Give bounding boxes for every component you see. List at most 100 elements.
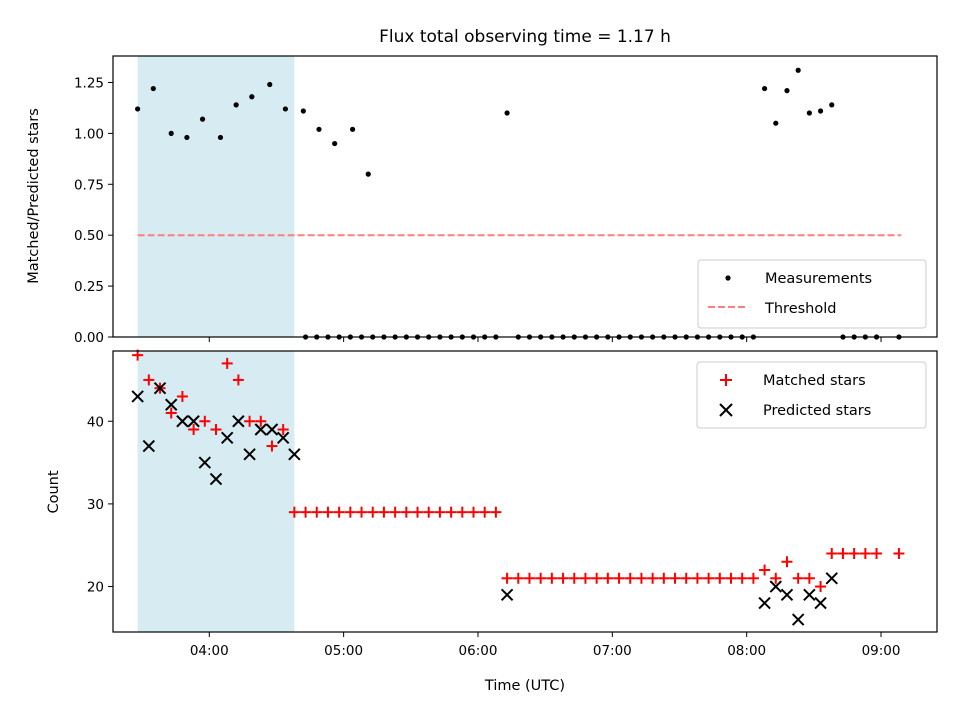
matched-star-point: [579, 572, 591, 584]
matched-star-point: [266, 440, 278, 452]
predicted-star-point: [254, 423, 267, 436]
matched-star-point: [210, 424, 222, 436]
measurement-point: [199, 116, 206, 122]
matched-star-point: [848, 547, 860, 559]
legend-predicted-label: Predicted stars: [763, 403, 871, 419]
measurement-point: [829, 102, 835, 108]
top-y-tick-label: 1.00: [74, 126, 104, 142]
predicted-star-point: [142, 439, 156, 453]
legend-measurements-label: Measurements: [765, 271, 872, 287]
measurement-point: [135, 106, 141, 112]
matched-star-point: [837, 547, 849, 559]
x-tick-label: 08:00: [727, 643, 766, 659]
matched-star-point: [468, 506, 479, 518]
bottom-x-ticks: 04:00 05:00 06:00 07:00 08:00 09:00: [190, 632, 901, 659]
matched-star-point: [680, 572, 692, 584]
bottom-legend-box: [696, 361, 927, 429]
matched-star-point: [826, 547, 838, 559]
matched-star-point: [288, 506, 300, 518]
predicted-star-point: [176, 415, 189, 428]
bottom-y-axis-label: Count: [46, 470, 62, 513]
x-tick-label: 05:00: [324, 643, 363, 659]
matched-star-point: [669, 572, 681, 584]
predicted-star-point: [803, 588, 816, 602]
matched-star-point: [412, 506, 424, 518]
matched-star-point: [859, 547, 871, 559]
matched-star-point: [300, 506, 312, 518]
bottom-y-tick-label: 20: [87, 580, 104, 596]
x-tick-label: 04:00: [190, 643, 229, 659]
predicted-star-point: [825, 572, 838, 585]
matched-star-point: [736, 572, 748, 584]
predicted-star-point: [276, 431, 290, 444]
predicted-star-point: [500, 588, 514, 602]
chart-title: Flux total observing time = 1.17 h: [379, 27, 671, 47]
matched-star-point: [423, 506, 435, 518]
predicted-star-point: [791, 613, 805, 626]
matched-star-point: [378, 506, 390, 518]
top-legend-box: [697, 259, 927, 329]
matched-star-point: [815, 581, 827, 593]
matched-star-point: [781, 556, 793, 568]
measurement-point: [217, 134, 224, 141]
matched-star-point: [523, 572, 535, 584]
measurement-point: [349, 126, 356, 132]
matched-star-point: [613, 572, 625, 584]
measurement-point: [795, 67, 801, 73]
predicted-star-point: [131, 390, 144, 403]
measurement-point: [316, 126, 322, 132]
predicted-star-point: [220, 431, 234, 444]
matched-star-point: [703, 572, 715, 584]
matched-star-point: [333, 506, 345, 518]
matched-star-point: [770, 572, 782, 584]
top-y-axis-label: Matched/Predicted stars: [26, 108, 42, 284]
matched-star-point: [367, 506, 379, 518]
matched-star-point: [602, 572, 614, 584]
x-tick-label: 06:00: [459, 643, 498, 659]
top-y-tick-label: 0.50: [74, 228, 104, 244]
matched-star-point: [400, 506, 412, 518]
measurement-point: [784, 88, 790, 94]
matched-star-point: [434, 506, 446, 518]
predicted-star-point: [198, 456, 212, 469]
matched-star-point: [199, 415, 211, 427]
predicted-star-point: [153, 381, 167, 395]
legend-measurements-marker: [725, 275, 731, 281]
legend-matched-marker: [720, 374, 732, 386]
predicted-star-point: [232, 415, 245, 428]
predicted-star-point: [243, 448, 256, 461]
predicted-star-point: [165, 398, 178, 411]
matched-star-point: [322, 506, 334, 518]
matched-star-point: [490, 506, 502, 518]
x-tick-label: 09:00: [862, 643, 901, 659]
matched-star-point: [188, 424, 200, 436]
matched-star-point: [568, 572, 580, 584]
matched-star-point: [591, 572, 603, 584]
predicted-star-point: [187, 415, 200, 428]
x-tick-label: 07:00: [593, 643, 632, 659]
bottom-axes-frame: [112, 350, 938, 633]
matched-star-point: [456, 506, 468, 518]
bottom-y-tick-label: 30: [87, 497, 104, 513]
measurement-point: [773, 120, 779, 126]
measurement-point: [150, 85, 156, 92]
top-y-tick-label: 0.00: [74, 330, 104, 346]
bottom-marks: [131, 349, 905, 626]
matched-star-point: [759, 564, 771, 576]
matched-star-point: [658, 572, 670, 584]
top-x-ticks: [208, 337, 882, 342]
bottom-y-tick-label: 40: [87, 414, 104, 430]
predicted-star-point: [780, 588, 794, 602]
measurement-point: [365, 171, 371, 177]
measurement-point: [249, 94, 255, 100]
matched-star-point: [356, 506, 368, 518]
matched-star-point: [535, 572, 547, 584]
matched-star-point: [714, 572, 726, 584]
predicted-star-point: [288, 448, 301, 461]
measurement-point: [184, 134, 190, 141]
matched-star-point: [635, 572, 647, 584]
measurement-point: [267, 81, 273, 88]
matched-star-point: [747, 572, 759, 584]
matched-star-point: [647, 572, 659, 584]
